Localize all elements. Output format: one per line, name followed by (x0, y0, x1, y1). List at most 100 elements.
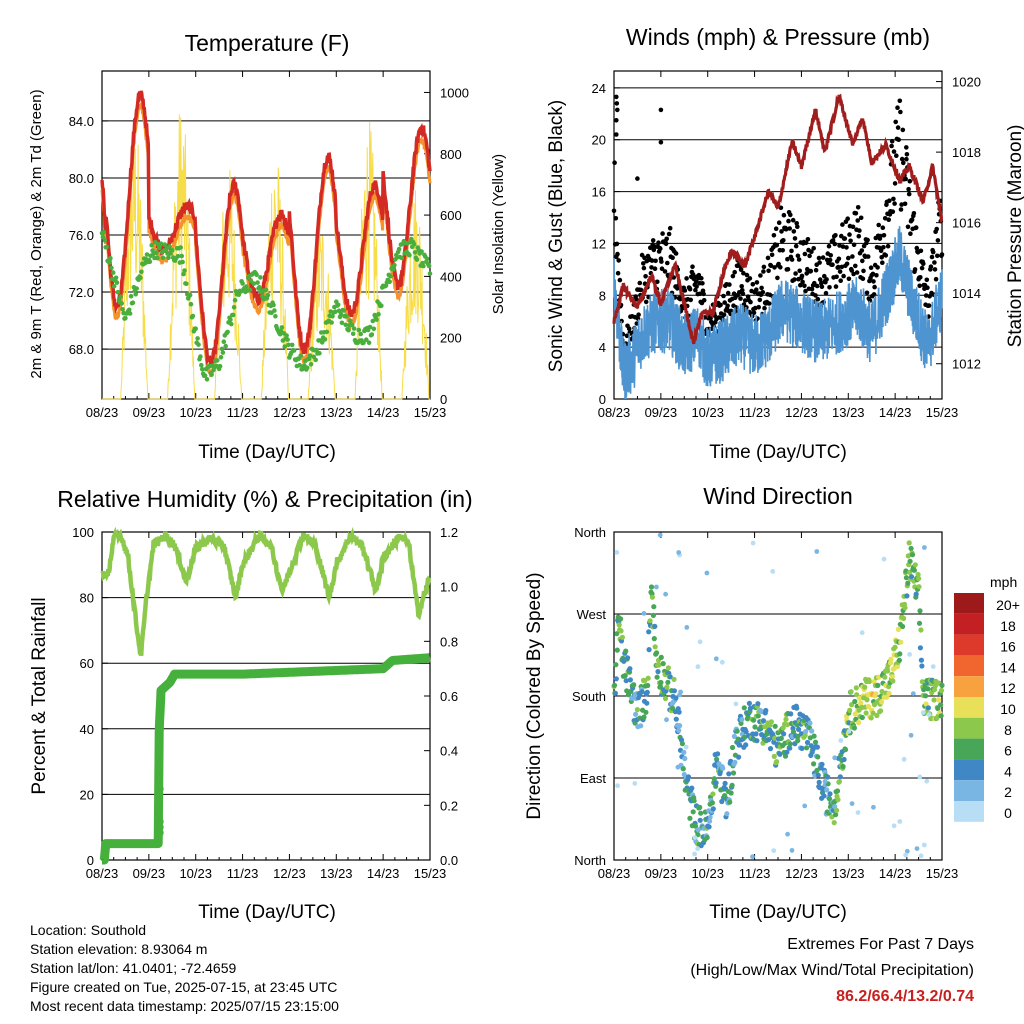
temp-2m-line (100, 90, 432, 368)
gust-point (751, 310, 757, 316)
direction-point (794, 705, 800, 711)
humidity-y2tick-label: 0.2 (440, 798, 458, 813)
gust-point (837, 269, 843, 274)
direction-point (938, 713, 944, 719)
gust-point (727, 282, 732, 287)
gust-point (684, 276, 689, 281)
gust-point (896, 137, 901, 142)
direction-point (727, 799, 733, 805)
dewpoint-point (119, 301, 124, 306)
gust-point (758, 273, 763, 278)
direction-point (785, 831, 790, 837)
direction-point (900, 623, 906, 630)
direction-point (726, 771, 732, 777)
direction-point (665, 679, 671, 685)
gust-point (783, 227, 789, 232)
gust-point (906, 191, 912, 197)
gust-point (803, 288, 808, 294)
dewpoint-point (247, 287, 253, 293)
legend-swatch (954, 738, 984, 760)
gust-point (690, 264, 695, 270)
temperature-y2tick-label: 800 (440, 147, 462, 162)
direction-point (736, 754, 742, 760)
gust-point (634, 297, 639, 302)
gust-point (897, 98, 903, 104)
direction-point (914, 846, 920, 851)
direction-point (849, 801, 855, 806)
dewpoint-point (387, 279, 393, 285)
gust-point (800, 279, 805, 285)
dewpoint-point (130, 300, 136, 306)
direction-point (855, 810, 861, 815)
gust-point (750, 282, 756, 287)
gust-point (854, 270, 860, 275)
gust-point (890, 209, 896, 214)
gust-point (814, 283, 820, 289)
winds-ytick-label: 24 (592, 81, 606, 96)
gust-point (913, 225, 919, 230)
direction-point (652, 644, 658, 650)
winds-y2tick-label: 1018 (952, 145, 981, 160)
humidity-ylabel-left: Percent & Total Rainfall (29, 597, 50, 794)
direction-point (664, 717, 669, 723)
direction-point (633, 711, 639, 717)
direction-xlabel: Time (Day/UTC) (709, 902, 847, 923)
gust-point (637, 280, 643, 286)
gust-point (699, 276, 704, 281)
gust-point (844, 261, 850, 267)
gust-point (722, 300, 727, 305)
direction-point (932, 683, 939, 689)
gust-point (878, 233, 883, 239)
direction-point (915, 571, 921, 578)
gust-point (827, 257, 833, 263)
gust-point (861, 268, 866, 274)
gust-point (790, 217, 796, 223)
gust-point (794, 221, 799, 226)
gust-point (659, 259, 664, 264)
legend-swatch (954, 593, 984, 614)
direction-point (711, 776, 717, 782)
direction-point (646, 647, 652, 653)
gust-point (653, 258, 658, 264)
dewpoint-point (392, 262, 397, 268)
winds-xtick-label: 10/23 (691, 405, 724, 420)
direction-point (741, 705, 747, 711)
legend-swatch (954, 780, 984, 801)
direction-point (907, 558, 913, 564)
direction-point (916, 620, 923, 626)
direction-ytick-label: North (574, 525, 606, 540)
gust-point (759, 285, 764, 291)
gust-point (833, 233, 838, 238)
dewpoint-point (182, 268, 187, 273)
dewpoint-point (426, 263, 432, 269)
gust-point (836, 264, 841, 270)
temperature-xtick-label: 13/23 (320, 405, 353, 420)
legend-swatch (954, 676, 984, 697)
gust-point (849, 268, 855, 273)
dewpoint-point (319, 340, 325, 345)
dewpoint-point (147, 259, 153, 265)
gust-point (656, 240, 661, 245)
gust-point (779, 229, 784, 234)
dewpoint-point (199, 362, 204, 368)
direction-point (903, 575, 910, 581)
legend-label: 12 (1000, 680, 1016, 696)
direction-point (704, 834, 710, 841)
temperature-xtick-label: 10/23 (179, 405, 212, 420)
gust-point (730, 273, 736, 279)
gust-point (853, 263, 858, 269)
dewpoint-point (338, 311, 344, 317)
gust-point (752, 305, 758, 311)
gust-point (785, 256, 790, 262)
temperature-xtick-label: 11/23 (227, 405, 259, 420)
humidity-ytick-label: 80 (80, 591, 94, 606)
gust-point (747, 276, 753, 281)
dewpoint-point (220, 350, 226, 355)
direction-point (780, 725, 786, 731)
direction-point (719, 798, 725, 805)
gust-point (649, 258, 655, 263)
dewpoint-point (314, 347, 319, 353)
direction-point (821, 793, 827, 799)
temp-9m-line (100, 100, 432, 378)
